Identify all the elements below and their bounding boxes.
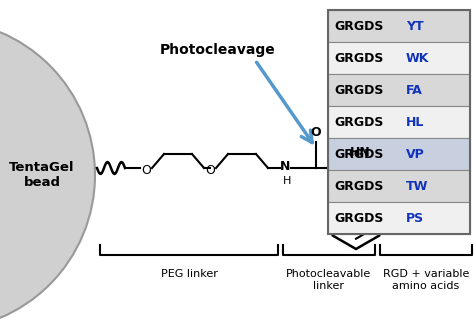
Text: GRGDS: GRGDS	[334, 180, 383, 193]
Text: HN: HN	[350, 145, 370, 159]
Text: RGD + variable
amino acids: RGD + variable amino acids	[383, 269, 469, 291]
Text: VP: VP	[406, 148, 425, 161]
Text: GRGDS: GRGDS	[334, 148, 383, 161]
Text: O: O	[205, 163, 215, 176]
Text: GRGDS: GRGDS	[334, 116, 383, 129]
Text: Photocleavable
linker: Photocleavable linker	[286, 269, 372, 291]
Text: O: O	[310, 127, 321, 140]
Text: FA: FA	[406, 84, 423, 97]
Text: YT: YT	[406, 19, 424, 33]
Bar	[328, 42, 470, 74]
Text: PEG linker: PEG linker	[161, 269, 218, 279]
Text: HL: HL	[406, 116, 424, 129]
Text: O: O	[141, 163, 151, 176]
Text: H: H	[283, 176, 291, 186]
Text: TW: TW	[406, 180, 428, 193]
Text: TentaGel
bead: TentaGel bead	[9, 161, 75, 189]
Bar	[328, 74, 470, 106]
Text: GRGDS: GRGDS	[334, 212, 383, 224]
Bar	[328, 202, 470, 234]
Text: GRGDS: GRGDS	[334, 84, 383, 97]
Text: GRGDS: GRGDS	[334, 51, 383, 65]
Bar	[328, 138, 470, 170]
Text: GRGDS: GRGDS	[334, 19, 383, 33]
Text: Photocleavage: Photocleavage	[160, 43, 276, 57]
Circle shape	[0, 20, 95, 323]
Bar	[328, 10, 470, 234]
Bar	[328, 170, 470, 202]
Text: N: N	[280, 161, 290, 173]
Text: PS: PS	[406, 212, 424, 224]
Bar	[328, 106, 470, 138]
Bar	[328, 10, 470, 42]
Text: WK: WK	[406, 51, 429, 65]
